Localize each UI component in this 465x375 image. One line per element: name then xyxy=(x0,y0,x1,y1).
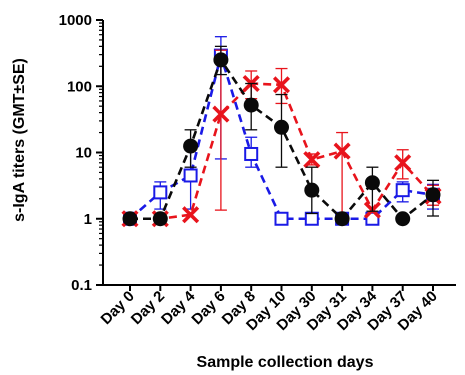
y-tick-label: 1 xyxy=(84,211,92,228)
data-point xyxy=(243,97,259,113)
data-point xyxy=(365,211,380,226)
x-tick-label: Day 6 xyxy=(188,288,228,328)
y-tick-label: 1000 xyxy=(59,12,92,29)
data-point xyxy=(213,52,229,68)
data-point xyxy=(182,206,200,224)
data-point xyxy=(153,185,168,200)
data-point xyxy=(152,211,168,227)
data-point xyxy=(425,187,441,203)
data-point xyxy=(183,138,199,154)
y-ticks: 0.1 1 10 100 1000 xyxy=(59,12,103,294)
data-point xyxy=(334,211,350,227)
x-tick-label: Day 4 xyxy=(158,287,199,328)
data-point xyxy=(212,105,230,123)
x-tick-label: Day 2 xyxy=(128,288,168,328)
data-point xyxy=(395,211,411,227)
x-axis-title: Sample collection days xyxy=(197,354,374,371)
data-point xyxy=(272,76,291,94)
data-point xyxy=(364,175,380,191)
y-axis-title: s-IgA titers (GMT±SE) xyxy=(11,58,28,222)
data-point xyxy=(394,154,412,172)
data-point xyxy=(333,142,351,160)
data-point xyxy=(395,183,410,198)
y-tick-label: 10 xyxy=(75,145,92,162)
data-point xyxy=(244,146,259,161)
y-tick-label: 100 xyxy=(67,78,92,95)
data-point xyxy=(122,211,138,227)
data-point xyxy=(274,119,289,135)
x-tick-label: Day 0 xyxy=(98,288,138,328)
y-tick-label: 0.1 xyxy=(71,277,92,294)
series-0 xyxy=(122,45,441,227)
series-layer xyxy=(121,36,442,228)
data-point xyxy=(274,211,289,226)
data-point xyxy=(303,151,321,169)
data-point xyxy=(183,168,198,183)
data-point xyxy=(304,182,320,198)
data-point xyxy=(304,211,319,226)
